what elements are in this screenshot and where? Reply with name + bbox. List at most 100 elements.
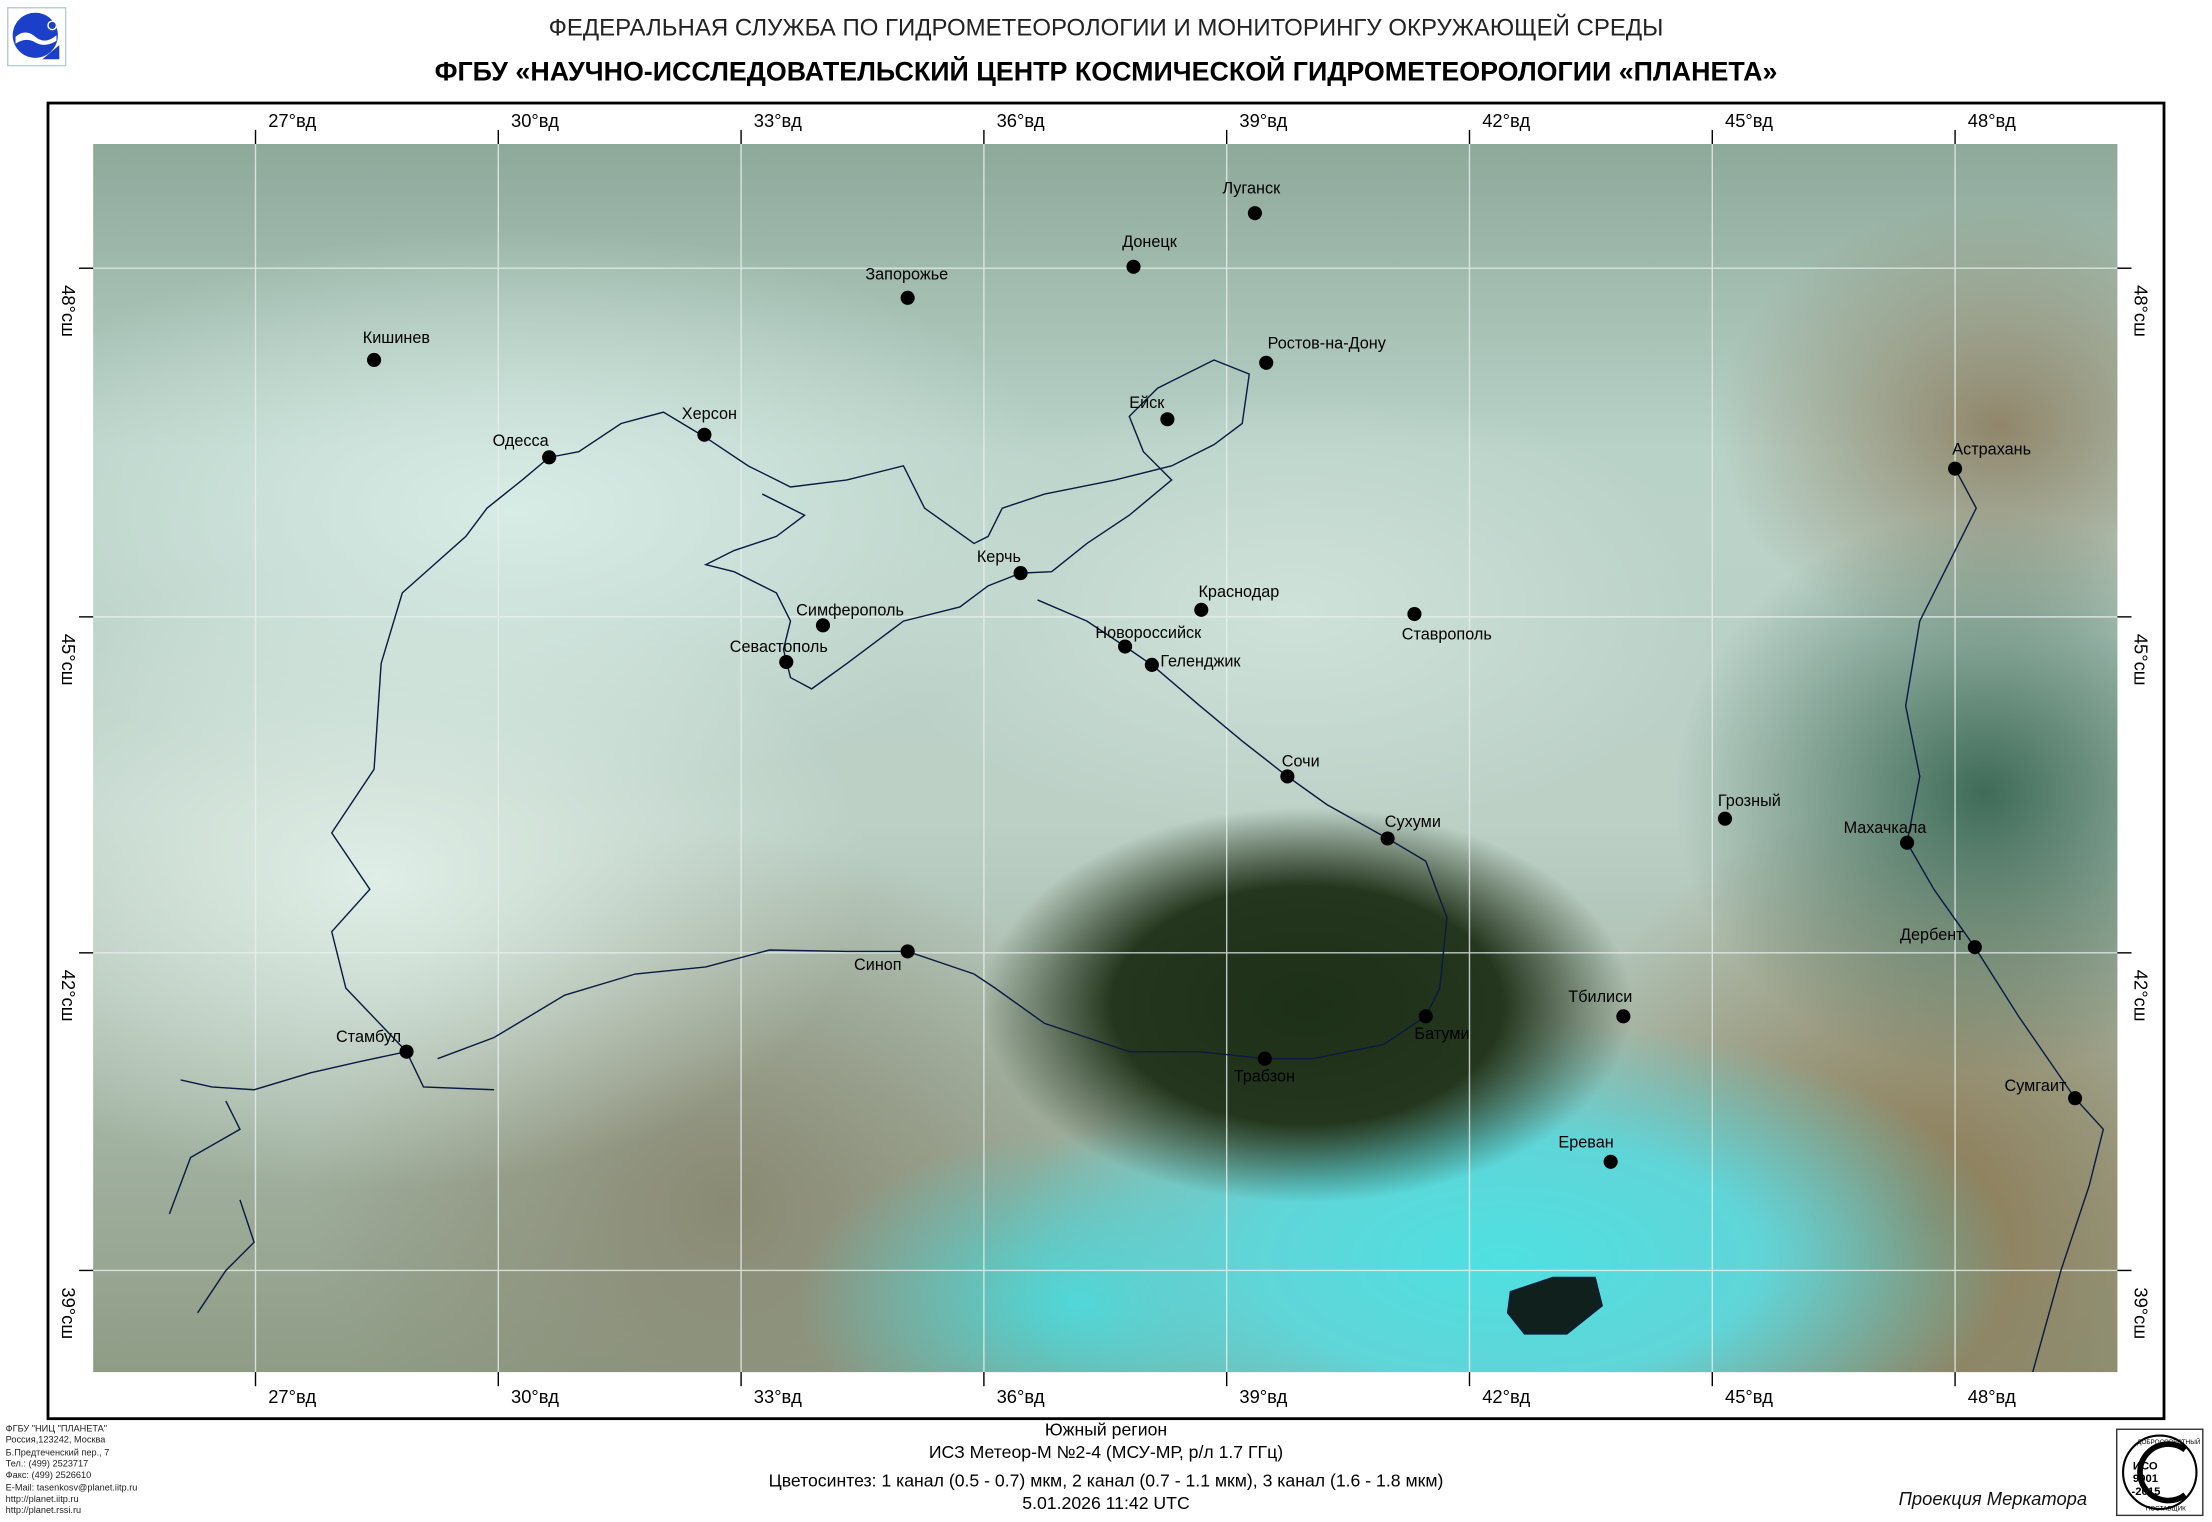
city-marker: [1247, 206, 1262, 221]
latitude-label-left: 45°сш: [57, 633, 80, 686]
longitude-label-top: 45°вд: [1724, 110, 1774, 132]
city-marker: [1603, 1154, 1618, 1169]
header-center: ФГБУ «НАУЧНО-ИССЛЕДОВАТЕЛЬСКИЙ ЦЕНТР КОС…: [434, 57, 1778, 88]
city-marker: [1160, 412, 1175, 427]
longitude-label-top: 36°вд: [996, 110, 1045, 132]
city-label: Краснодар: [1198, 584, 1280, 602]
city-marker: [1259, 355, 1274, 370]
city-marker: [815, 618, 831, 633]
city-marker: [1257, 1051, 1272, 1066]
city-marker: [1280, 769, 1295, 784]
city-label: Астрахань: [1952, 441, 2032, 459]
city-label: Трабзон: [1233, 1068, 1296, 1086]
latitude-label-left: 48°сш: [57, 285, 80, 337]
city-label: Луганск: [1222, 180, 1281, 198]
planeta-logo: [7, 7, 67, 67]
city-label: Ставрополь: [1401, 626, 1492, 644]
city-marker: [399, 1044, 414, 1059]
city-marker: [1144, 657, 1159, 672]
city-marker: [1117, 639, 1133, 654]
longitude-label-top: 33°вд: [753, 110, 802, 132]
latitude-label-right: 48°сш: [2130, 285, 2152, 337]
city-marker: [1900, 835, 1915, 850]
svg-text:ПОСТАВЩИК: ПОСТАВЩИК: [2146, 1505, 2186, 1512]
city-label: Махачкала: [1843, 820, 1927, 838]
footer-region: Южный регион: [1044, 1420, 1168, 1440]
city-label: Ереван: [1558, 1134, 1614, 1152]
graticule: [93, 143, 2118, 1373]
map-overlay: [93, 143, 2118, 1373]
city-marker: [1418, 1009, 1433, 1024]
longitude-label-bottom: 45°вд: [1724, 1386, 1774, 1408]
city-label: Синоп: [854, 957, 902, 975]
city-marker: [1616, 1009, 1631, 1024]
city-label: Дербент: [1900, 927, 1964, 945]
city-marker: [1717, 811, 1733, 826]
city-marker: [697, 427, 712, 442]
latitude-label-right: 42°сш: [2130, 969, 2152, 1022]
iso-9001-badge: ИСО 9001 -2015 ДОБРОСОВЕСТНЫЙ ПОСТАВЩИК: [2116, 1428, 2204, 1517]
latitude-label-right: 39°сш: [2130, 1287, 2152, 1340]
svg-text:9001: 9001: [2133, 1473, 2158, 1485]
longitude-label-bottom: 42°вд: [1482, 1386, 1531, 1408]
longitude-label-top: 27°вд: [268, 110, 317, 132]
city-label: Ростов-на-Дону: [1267, 335, 1386, 353]
city-label: Запорожье: [865, 266, 949, 284]
city-marker: [1967, 940, 1982, 955]
city-marker: [1194, 602, 1209, 617]
city-marker: [542, 450, 557, 465]
city-label: Сумгаит: [2004, 1078, 2067, 1096]
city-label: Симферополь: [796, 602, 904, 620]
address-line: ФГБУ "НИЦ "ПЛАНЕТА": [5, 1424, 108, 1435]
longitude-label-bottom: 39°вд: [1239, 1386, 1288, 1408]
header-agency: ФЕДЕРАЛЬНАЯ СЛУЖБА ПО ГИДРОМЕТЕОРОЛОГИИ …: [548, 14, 1664, 41]
city-label: Донецк: [1122, 234, 1177, 252]
longitude-label-top: 39°вд: [1239, 110, 1288, 132]
city-marker: [1407, 606, 1422, 622]
projection-label: Проекция Меркатора: [1898, 1487, 2088, 1510]
city-marker: [1126, 259, 1141, 274]
latitude-label-right: 45°сш: [2130, 633, 2152, 686]
city-marker: [779, 654, 794, 670]
longitude-label-top: 42°вд: [1482, 110, 1531, 132]
city-label: Керчь: [976, 549, 1021, 567]
city-label: Грозный: [1717, 793, 1781, 811]
address-line: Факс: (499) 2526610: [5, 1471, 92, 1482]
svg-text:-2015: -2015: [2132, 1486, 2161, 1498]
footer-channels: Цветосинтез: 1 канал (0.5 - 0.7) мкм, 2 …: [768, 1470, 1444, 1491]
city-marker: [900, 290, 915, 305]
longitude-label-bottom: 33°вд: [753, 1386, 802, 1408]
address-line: Б.Предтеченский пер., 7: [5, 1447, 110, 1458]
address-line: Россия,123242, Москва: [5, 1436, 106, 1446]
longitude-label-bottom: 36°вд: [996, 1386, 1045, 1408]
city-label: Одесса: [492, 433, 549, 451]
city-layer: Луганск Донецк Запорожье Кишинев Ростов-на-Д…: [93, 144, 2117, 1372]
longitude-label-bottom: 30°вд: [511, 1386, 560, 1408]
city-label: Стамбул: [335, 1029, 402, 1047]
city-label: Батуми: [1414, 1026, 1470, 1044]
city-marker: [1948, 461, 1963, 476]
city-marker: [2068, 1091, 2083, 1106]
longitude-label-top: 48°вд: [1967, 110, 2016, 132]
footer-datetime: 5.01.2026 11:42 UTC: [1022, 1493, 1190, 1514]
svg-text:ДОБРОСОВЕСТНЫЙ: ДОБРОСОВЕСТНЫЙ: [2137, 1437, 2201, 1446]
city-label: Кишинев: [362, 330, 431, 348]
address-line: http://planet.rssi.ru: [5, 1506, 82, 1517]
city-label: Новороссийск: [1095, 625, 1202, 643]
latitude-label-left: 39°сш: [57, 1287, 80, 1340]
city-label: Херсон: [681, 406, 737, 424]
longitude-label-top: 30°вд: [511, 110, 560, 132]
city-label: Сочи: [1281, 753, 1320, 771]
latitude-label-left: 42°сш: [57, 969, 80, 1022]
footer-satellite: ИСЗ Метеор-М №2-4 (МСУ-МР, р/л 1.7 ГГц): [928, 1442, 1284, 1463]
longitude-label-bottom: 27°вд: [268, 1386, 317, 1408]
address-line: E-Mail: tasenkosv@planet.iitp.ru: [5, 1482, 138, 1493]
city-marker: [900, 944, 915, 959]
city-marker: [1380, 831, 1395, 846]
city-label: Ейск: [1129, 395, 1165, 413]
city-marker: [367, 352, 382, 368]
satellite-image: Луганск Донецк Запорожье Кишинев Ростов-на-Д…: [93, 143, 2118, 1373]
city-label: Севастополь: [729, 639, 828, 657]
city-label: Тбилиси: [1568, 989, 1633, 1007]
